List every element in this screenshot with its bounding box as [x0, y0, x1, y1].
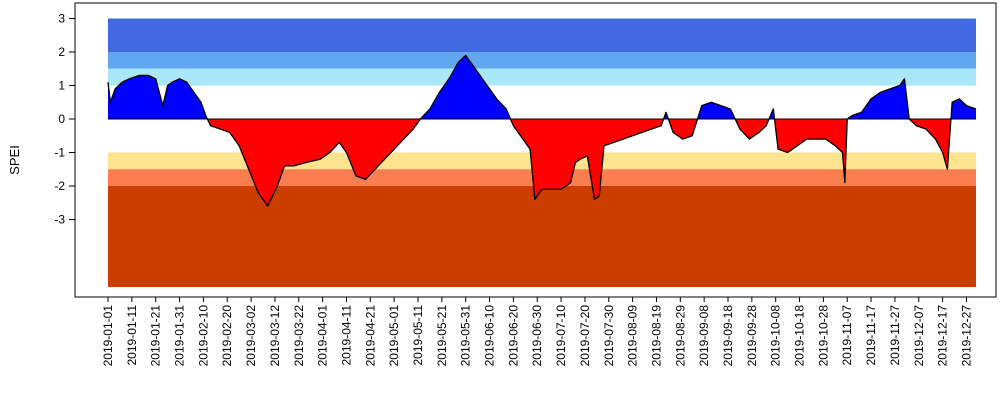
x-tick-label: 2019-08-29	[673, 305, 687, 367]
x-tick-label: 2019-09-18	[721, 305, 735, 367]
plot-frame	[74, 2, 997, 298]
x-tick-label: 2019-03-02	[244, 305, 258, 367]
x-tick-label: 2019-03-22	[292, 305, 306, 367]
band-0	[108, 18, 976, 52]
x-tick-label: 2019-09-28	[745, 305, 759, 367]
x-tick-label: 2019-05-31	[459, 305, 473, 367]
x-tick-label: 2019-01-01	[101, 305, 115, 367]
x-tick-label: 2019-10-08	[769, 305, 783, 367]
x-tick-label: 2019-01-31	[173, 305, 187, 367]
x-tick-label: 2019-01-11	[125, 305, 139, 366]
x-tick-label: 2019-07-10	[554, 305, 568, 367]
y-tick-label: 2	[58, 45, 65, 59]
band-1	[108, 52, 976, 69]
y-tick-label: 3	[58, 12, 65, 26]
x-tick-label: 2019-05-01	[387, 305, 401, 367]
x-tick-label: 2019-04-11	[339, 305, 353, 366]
x-tick-label: 2019-01-21	[149, 305, 163, 367]
x-tick-label: 2019-02-10	[196, 305, 210, 367]
band-5	[108, 186, 976, 287]
x-tick-label: 2019-06-30	[530, 305, 544, 367]
spei-positive-area	[108, 55, 976, 119]
x-tick-label: 2019-06-20	[506, 305, 520, 367]
x-tick-label: 2019-09-08	[697, 305, 711, 367]
spei-negative-area	[108, 119, 976, 207]
x-tick-label: 2019-11-07	[840, 305, 854, 366]
band-2	[108, 68, 976, 86]
x-tick-label: 2019-07-30	[602, 305, 616, 367]
x-tick-label: 2019-11-27	[888, 305, 902, 366]
x-tick-label: 2019-08-19	[649, 305, 663, 367]
y-tick-label: 0	[58, 112, 65, 126]
y-axis-label: SPEI	[7, 145, 22, 175]
x-tick-label: 2019-04-21	[363, 305, 377, 367]
x-tick-label: 2019-12-17	[936, 305, 950, 367]
y-tick-label: -1	[54, 146, 65, 160]
x-tick-label: 2019-04-01	[316, 305, 330, 367]
y-tick-label: -3	[54, 213, 65, 227]
x-tick-label: 2019-02-20	[220, 305, 234, 367]
spei-series-line	[107, 54, 977, 207]
x-tick-label: 2019-08-09	[626, 305, 640, 367]
x-tick-label: 2019-11-17	[864, 305, 878, 366]
x-tick-label: 2019-03-12	[268, 305, 282, 367]
x-tick-label: 2019-05-11	[411, 305, 425, 366]
x-tick-label: 2019-12-27	[959, 305, 973, 367]
x-tick-label: 2019-12-07	[912, 305, 926, 367]
x-tick-label: 2019-06-10	[483, 305, 497, 367]
y-tick-label: -2	[54, 179, 65, 193]
x-tick-label: 2019-05-21	[435, 305, 449, 367]
x-tick-label: 2019-10-28	[816, 305, 830, 367]
x-tick-label: 2019-10-18	[793, 305, 807, 367]
x-tick-label: 2019-07-20	[578, 305, 592, 367]
y-tick-label: 1	[58, 79, 65, 93]
